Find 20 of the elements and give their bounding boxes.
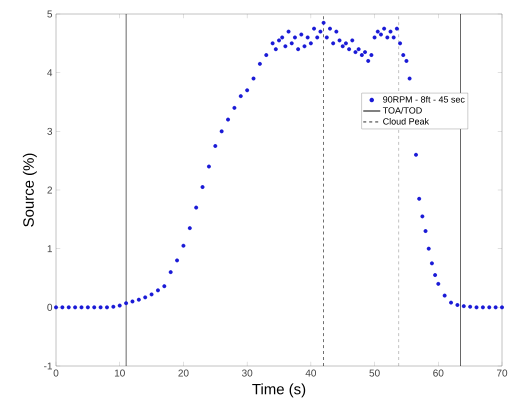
y-tick-label: 2 — [47, 186, 52, 194]
y-tick-label: -1 — [44, 362, 52, 370]
x-tick-label: 60 — [433, 370, 444, 377]
x-tick-label: 40 — [306, 370, 316, 377]
y-tick-label: 3 — [47, 128, 52, 135]
legend-label: 90RPM - 8ft - 45 sec — [383, 96, 465, 103]
x-tick-label: 70 — [496, 370, 508, 377]
ref-line-label: Cloud Peak — [383, 118, 430, 125]
x-tick-label: 0 — [54, 370, 58, 377]
x-tick-label: 50 — [369, 370, 380, 377]
ref-line-label: TOA/TOD — [382, 107, 422, 114]
y-tick-label: 0 — [47, 304, 52, 311]
y-tick-label: 5 — [47, 10, 52, 18]
x-tick-label: 10 — [114, 370, 125, 377]
y-axis-title: Source (%) — [22, 154, 37, 227]
y-tick-label: 4 — [47, 69, 52, 76]
x-tick-label: 30 — [242, 370, 252, 377]
y-tick-label: 1 — [48, 245, 52, 252]
x-axis-title: Time (s) — [252, 383, 306, 398]
x-tick-label: 20 — [178, 370, 189, 377]
